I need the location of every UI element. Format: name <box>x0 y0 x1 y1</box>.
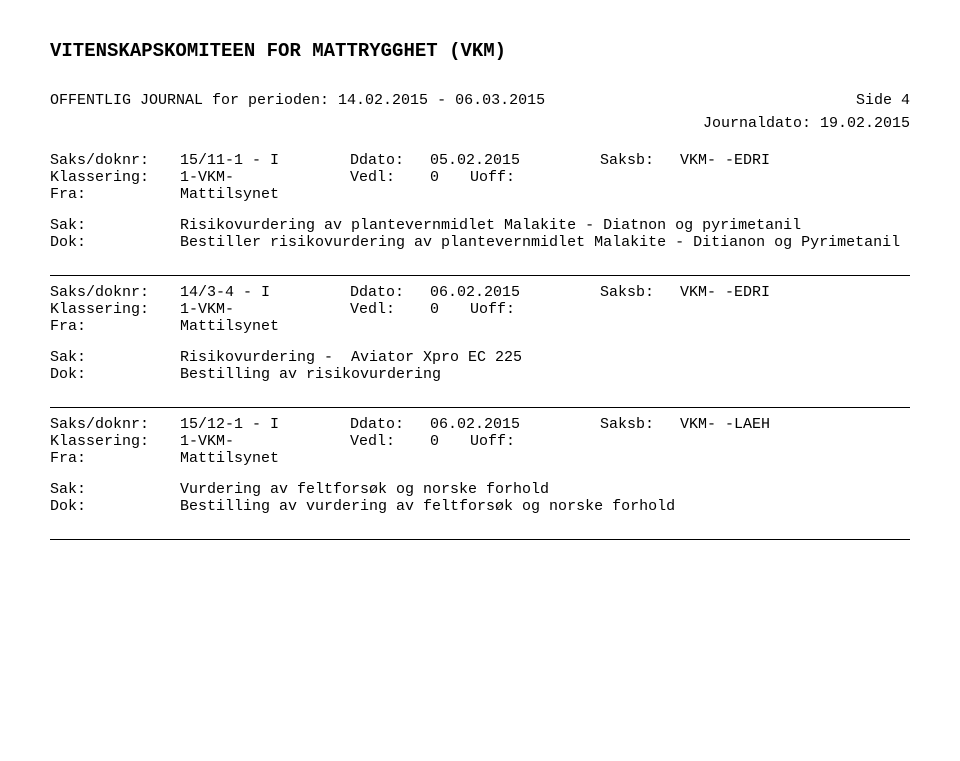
journal-entry: Saks/doknr: 15/11-1 - I Ddato: 05.02.201… <box>50 152 910 251</box>
saks-doknr-value: 15/11-1 - I <box>180 152 350 169</box>
journal-date: Journaldato: 19.02.2015 <box>50 115 910 132</box>
dok-value: Bestilling av vurdering av feltforsøk og… <box>180 498 910 515</box>
saks-doknr-value: 14/3-4 - I <box>180 284 350 301</box>
saksb-label: Saksb: <box>600 152 680 169</box>
klassering-label: Klassering: <box>50 301 180 318</box>
ddato-label: Ddato: <box>350 284 430 301</box>
saks-doknr-label: Saks/doknr: <box>50 152 180 169</box>
vedl-value: 0 <box>430 169 470 186</box>
klassering-value: 1-VKM- <box>180 433 350 450</box>
vedl-label: Vedl: <box>350 433 430 450</box>
dok-label: Dok: <box>50 234 180 251</box>
entry-divider <box>50 407 910 408</box>
sak-value: Vurdering av feltforsøk og norske forhol… <box>180 481 910 498</box>
vedl-label: Vedl: <box>350 301 430 318</box>
fra-value: Mattilsynet <box>180 318 910 335</box>
journal-entry: Saks/doknr: 15/12-1 - I Ddato: 06.02.201… <box>50 416 910 515</box>
journal-entry: Saks/doknr: 14/3-4 - I Ddato: 06.02.2015… <box>50 284 910 383</box>
fra-value: Mattilsynet <box>180 450 910 467</box>
saksb-value: VKM- -EDRI <box>680 152 910 169</box>
dok-value: Bestiller risikovurdering av plantevernm… <box>180 234 910 251</box>
page-side: Side 4 <box>856 92 910 109</box>
sak-label: Sak: <box>50 217 180 234</box>
ddato-label: Ddato: <box>350 152 430 169</box>
ddato-value: 05.02.2015 <box>430 152 600 169</box>
uoff-label: Uoff: <box>470 433 600 450</box>
vedl-value: 0 <box>430 301 470 318</box>
ddato-label: Ddato: <box>350 416 430 433</box>
ddato-value: 06.02.2015 <box>430 416 600 433</box>
fra-label: Fra: <box>50 318 180 335</box>
klassering-value: 1-VKM- <box>180 301 350 318</box>
klassering-label: Klassering: <box>50 169 180 186</box>
klassering-label: Klassering: <box>50 433 180 450</box>
uoff-value <box>600 433 910 450</box>
uoff-label: Uoff: <box>470 169 600 186</box>
uoff-value <box>600 169 910 186</box>
dok-label: Dok: <box>50 366 180 383</box>
saksb-label: Saksb: <box>600 416 680 433</box>
fra-label: Fra: <box>50 450 180 467</box>
entry-divider <box>50 275 910 276</box>
saksb-value: VKM- -LAEH <box>680 416 910 433</box>
saks-doknr-label: Saks/doknr: <box>50 416 180 433</box>
saksb-value: VKM- -EDRI <box>680 284 910 301</box>
saks-doknr-label: Saks/doknr: <box>50 284 180 301</box>
saks-doknr-value: 15/12-1 - I <box>180 416 350 433</box>
fra-value: Mattilsynet <box>180 186 910 203</box>
journal-period: OFFENTLIG JOURNAL for perioden: 14.02.20… <box>50 92 545 109</box>
sak-label: Sak: <box>50 481 180 498</box>
uoff-label: Uoff: <box>470 301 600 318</box>
fra-label: Fra: <box>50 186 180 203</box>
sak-value: Risikovurdering av plantevernmidlet Mala… <box>180 217 910 234</box>
ddato-value: 06.02.2015 <box>430 284 600 301</box>
uoff-value <box>600 301 910 318</box>
sak-value: Risikovurdering - Aviator Xpro EC 225 <box>180 349 910 366</box>
dok-value: Bestilling av risikovurdering <box>180 366 910 383</box>
klassering-value: 1-VKM- <box>180 169 350 186</box>
header-row: OFFENTLIG JOURNAL for perioden: 14.02.20… <box>50 92 910 109</box>
vedl-label: Vedl: <box>350 169 430 186</box>
org-title: VITENSKAPSKOMITEEN FOR MATTRYGGHET (VKM) <box>50 40 910 62</box>
entry-divider <box>50 539 910 540</box>
sak-label: Sak: <box>50 349 180 366</box>
vedl-value: 0 <box>430 433 470 450</box>
dok-label: Dok: <box>50 498 180 515</box>
saksb-label: Saksb: <box>600 284 680 301</box>
